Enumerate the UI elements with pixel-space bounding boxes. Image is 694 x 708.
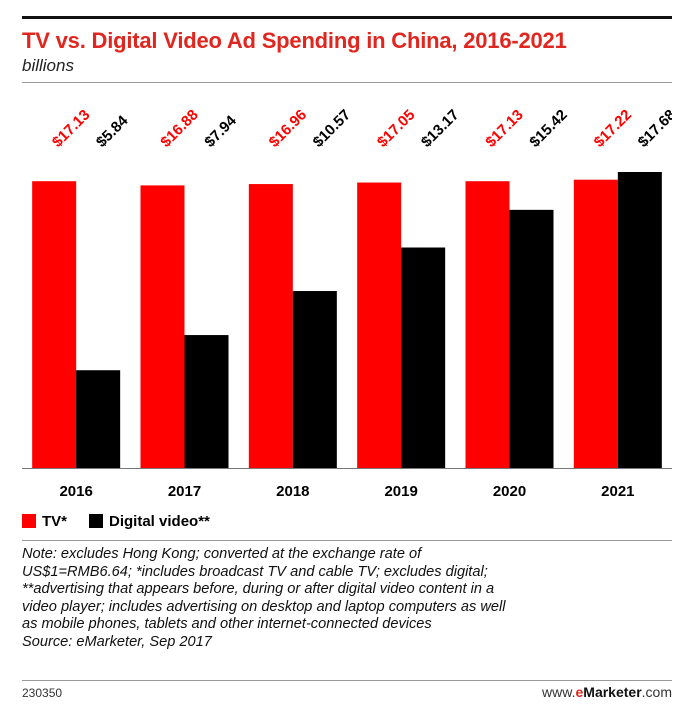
note-line: Note: excludes Hong Kong; converted at t… — [22, 546, 422, 562]
x-tick-label-2016: 2016 — [59, 483, 92, 500]
legend: TV* Digital video** — [22, 510, 232, 532]
data-label-tv-2018: $16.96 — [266, 106, 310, 150]
legend-label-digital: Digital video** — [109, 512, 210, 530]
top-rule — [22, 16, 672, 19]
legend-label-tv: TV* — [42, 512, 68, 530]
data-label-tv-2020: $17.13 — [482, 106, 526, 150]
data-label-tv-2021: $17.22 — [591, 106, 635, 150]
bar-digital-2020 — [509, 209, 554, 468]
legend-swatch-tv — [22, 514, 36, 528]
legend-item-tv: TV* — [22, 513, 67, 530]
divider-note — [22, 540, 672, 541]
brand-suffix: .com — [641, 684, 672, 700]
legend-item-digital: Digital video** — [89, 513, 210, 530]
bar-tv-2016 — [32, 181, 77, 469]
bar-tv-2020 — [465, 181, 510, 469]
x-tick-label-2021: 2021 — [601, 483, 634, 500]
data-label-digital-2017: $7.94 — [201, 112, 240, 151]
brand-main: Marketer — [583, 684, 642, 700]
bar-digital-2016 — [76, 370, 121, 468]
bar-tv-2019 — [357, 182, 402, 468]
bar-tv-2017 — [140, 185, 185, 468]
bar-digital-2018 — [292, 291, 337, 468]
bar-tv-2021 — [573, 179, 618, 468]
bar-digital-2021 — [617, 172, 662, 468]
data-label-digital-2021: $17.68 — [635, 106, 672, 150]
note-line: as mobile phones, tablets and other inte… — [22, 616, 432, 632]
data-label-digital-2016: $5.84 — [93, 112, 132, 151]
chart-title: TV vs. Digital Video Ad Spending in Chin… — [22, 28, 567, 53]
legend-swatch-digital — [89, 514, 104, 528]
data-label-digital-2019: $13.17 — [418, 106, 462, 150]
bar-digital-2019 — [401, 247, 446, 468]
divider-footer — [22, 680, 672, 681]
note-line: US$1=RMB6.64; *includes broadcast TV and… — [22, 563, 488, 580]
data-label-tv-2016: $17.13 — [49, 106, 93, 150]
brand-logo[interactable]: www.eMarketer.com — [542, 684, 672, 700]
data-label-tv-2019: $17.05 — [374, 106, 418, 150]
data-label-digital-2020: $15.42 — [526, 106, 570, 150]
chart-note: Note: excludes Hong Kong; converted at t… — [22, 546, 672, 651]
data-label-tv-2017: $16.88 — [157, 106, 201, 150]
x-tick-label-2020: 2020 — [493, 483, 526, 500]
x-tick-label-2017: 2017 — [168, 483, 201, 500]
x-tick-label-2019: 2019 — [384, 483, 417, 500]
bar-digital-2017 — [184, 335, 229, 468]
divider-top — [22, 82, 672, 83]
note-line: Source: eMarketer, Sep 2017 — [22, 633, 212, 650]
brand-e: e — [575, 684, 584, 700]
x-tick-label-2018: 2018 — [276, 483, 309, 500]
brand-prefix: www. — [542, 684, 576, 700]
note-line: **advertising that appears before, durin… — [22, 581, 495, 597]
chart-id: 230350 — [22, 686, 63, 700]
bar-tv-2018 — [248, 184, 293, 468]
data-label-digital-2018: $10.57 — [310, 106, 354, 150]
chart-subtitle: billions — [22, 56, 74, 75]
note-line: video player; includes advertising on de… — [22, 598, 506, 615]
